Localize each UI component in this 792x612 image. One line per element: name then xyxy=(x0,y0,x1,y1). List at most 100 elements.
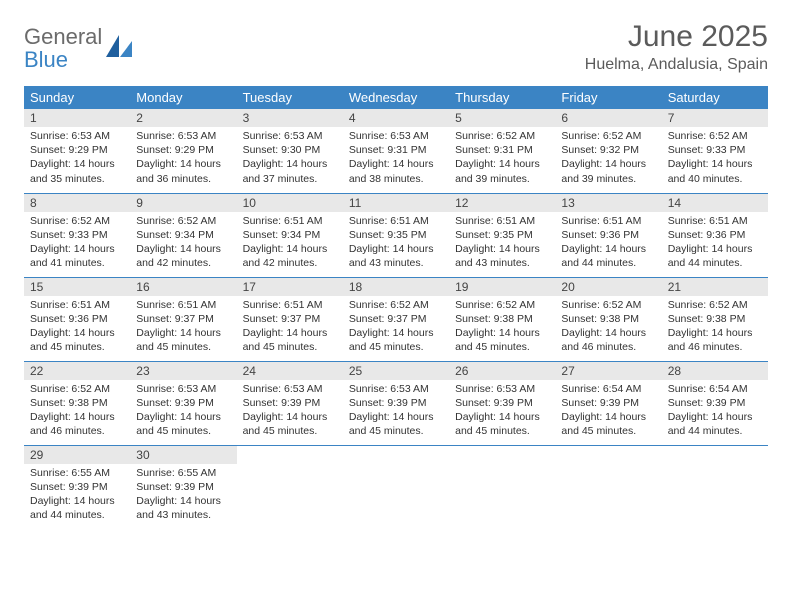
sunrise-line: Sunrise: 6:52 AM xyxy=(668,298,762,312)
calendar-cell xyxy=(555,445,661,529)
logo-text-block: General Blue xyxy=(24,26,102,72)
daylight-line: Daylight: 14 hours and 44 minutes. xyxy=(668,410,762,438)
weekday-header: Wednesday xyxy=(343,86,449,109)
calendar-body: 1Sunrise: 6:53 AMSunset: 9:29 PMDaylight… xyxy=(24,109,768,529)
day-details: Sunrise: 6:53 AMSunset: 9:39 PMDaylight:… xyxy=(343,380,449,445)
weekday-header: Thursday xyxy=(449,86,555,109)
sunrise-line: Sunrise: 6:51 AM xyxy=(561,214,655,228)
day-details: Sunrise: 6:51 AMSunset: 9:36 PMDaylight:… xyxy=(24,296,130,361)
calendar-cell: 5Sunrise: 6:52 AMSunset: 9:31 PMDaylight… xyxy=(449,109,555,193)
calendar-cell: 6Sunrise: 6:52 AMSunset: 9:32 PMDaylight… xyxy=(555,109,661,193)
sunset-line: Sunset: 9:33 PM xyxy=(668,143,762,157)
logo: General Blue xyxy=(24,20,132,72)
day-number: 6 xyxy=(555,109,661,127)
calendar-cell: 3Sunrise: 6:53 AMSunset: 9:30 PMDaylight… xyxy=(237,109,343,193)
day-number: 4 xyxy=(343,109,449,127)
calendar-cell: 11Sunrise: 6:51 AMSunset: 9:35 PMDayligh… xyxy=(343,193,449,277)
logo-sail-icon xyxy=(106,35,132,57)
sunrise-line: Sunrise: 6:52 AM xyxy=(455,129,549,143)
sunrise-line: Sunrise: 6:51 AM xyxy=(30,298,124,312)
day-details: Sunrise: 6:53 AMSunset: 9:30 PMDaylight:… xyxy=(237,127,343,192)
day-number: 11 xyxy=(343,194,449,212)
sunset-line: Sunset: 9:37 PM xyxy=(243,312,337,326)
calendar-cell: 16Sunrise: 6:51 AMSunset: 9:37 PMDayligh… xyxy=(130,277,236,361)
daylight-line: Daylight: 14 hours and 39 minutes. xyxy=(455,157,549,185)
daylight-line: Daylight: 14 hours and 45 minutes. xyxy=(30,326,124,354)
location: Huelma, Andalusia, Spain xyxy=(585,56,768,74)
day-details: Sunrise: 6:55 AMSunset: 9:39 PMDaylight:… xyxy=(24,464,130,529)
sunrise-line: Sunrise: 6:54 AM xyxy=(668,382,762,396)
daylight-line: Daylight: 14 hours and 46 minutes. xyxy=(668,326,762,354)
day-number: 16 xyxy=(130,278,236,296)
day-number: 15 xyxy=(24,278,130,296)
sunset-line: Sunset: 9:36 PM xyxy=(561,228,655,242)
day-number: 8 xyxy=(24,194,130,212)
sunrise-line: Sunrise: 6:52 AM xyxy=(561,129,655,143)
day-number: 25 xyxy=(343,362,449,380)
calendar-cell: 27Sunrise: 6:54 AMSunset: 9:39 PMDayligh… xyxy=(555,361,661,445)
calendar-cell xyxy=(343,445,449,529)
day-details: Sunrise: 6:52 AMSunset: 9:38 PMDaylight:… xyxy=(24,380,130,445)
sunset-line: Sunset: 9:32 PM xyxy=(561,143,655,157)
daylight-line: Daylight: 14 hours and 36 minutes. xyxy=(136,157,230,185)
day-number: 10 xyxy=(237,194,343,212)
daylight-line: Daylight: 14 hours and 43 minutes. xyxy=(349,242,443,270)
daylight-line: Daylight: 14 hours and 45 minutes. xyxy=(455,326,549,354)
day-details: Sunrise: 6:54 AMSunset: 9:39 PMDaylight:… xyxy=(662,380,768,445)
calendar-cell: 25Sunrise: 6:53 AMSunset: 9:39 PMDayligh… xyxy=(343,361,449,445)
sunset-line: Sunset: 9:34 PM xyxy=(243,228,337,242)
day-details: Sunrise: 6:52 AMSunset: 9:38 PMDaylight:… xyxy=(449,296,555,361)
day-number: 9 xyxy=(130,194,236,212)
daylight-line: Daylight: 14 hours and 43 minutes. xyxy=(136,494,230,522)
sunset-line: Sunset: 9:37 PM xyxy=(136,312,230,326)
calendar-cell: 1Sunrise: 6:53 AMSunset: 9:29 PMDaylight… xyxy=(24,109,130,193)
day-details: Sunrise: 6:52 AMSunset: 9:33 PMDaylight:… xyxy=(662,127,768,192)
weekday-header: Tuesday xyxy=(237,86,343,109)
daylight-line: Daylight: 14 hours and 42 minutes. xyxy=(136,242,230,270)
calendar-cell: 2Sunrise: 6:53 AMSunset: 9:29 PMDaylight… xyxy=(130,109,236,193)
calendar-cell: 10Sunrise: 6:51 AMSunset: 9:34 PMDayligh… xyxy=(237,193,343,277)
weekday-header: Monday xyxy=(130,86,236,109)
calendar-row: 1Sunrise: 6:53 AMSunset: 9:29 PMDaylight… xyxy=(24,109,768,193)
sunrise-line: Sunrise: 6:53 AM xyxy=(349,382,443,396)
sunrise-line: Sunrise: 6:51 AM xyxy=(136,298,230,312)
sunrise-line: Sunrise: 6:51 AM xyxy=(668,214,762,228)
daylight-line: Daylight: 14 hours and 38 minutes. xyxy=(349,157,443,185)
daylight-line: Daylight: 14 hours and 46 minutes. xyxy=(30,410,124,438)
sunset-line: Sunset: 9:38 PM xyxy=(30,396,124,410)
calendar-cell: 9Sunrise: 6:52 AMSunset: 9:34 PMDaylight… xyxy=(130,193,236,277)
sunrise-line: Sunrise: 6:51 AM xyxy=(455,214,549,228)
logo-text-general: General xyxy=(24,24,102,49)
day-details: Sunrise: 6:53 AMSunset: 9:39 PMDaylight:… xyxy=(130,380,236,445)
daylight-line: Daylight: 14 hours and 44 minutes. xyxy=(30,494,124,522)
day-details: Sunrise: 6:52 AMSunset: 9:37 PMDaylight:… xyxy=(343,296,449,361)
day-details: Sunrise: 6:51 AMSunset: 9:35 PMDaylight:… xyxy=(343,212,449,277)
daylight-line: Daylight: 14 hours and 45 minutes. xyxy=(349,410,443,438)
day-details: Sunrise: 6:54 AMSunset: 9:39 PMDaylight:… xyxy=(555,380,661,445)
calendar-cell xyxy=(662,445,768,529)
day-number: 26 xyxy=(449,362,555,380)
daylight-line: Daylight: 14 hours and 45 minutes. xyxy=(136,410,230,438)
sunset-line: Sunset: 9:37 PM xyxy=(349,312,443,326)
calendar-cell: 24Sunrise: 6:53 AMSunset: 9:39 PMDayligh… xyxy=(237,361,343,445)
calendar-cell: 8Sunrise: 6:52 AMSunset: 9:33 PMDaylight… xyxy=(24,193,130,277)
calendar-cell: 30Sunrise: 6:55 AMSunset: 9:39 PMDayligh… xyxy=(130,445,236,529)
sunset-line: Sunset: 9:34 PM xyxy=(136,228,230,242)
sunrise-line: Sunrise: 6:55 AM xyxy=(30,466,124,480)
daylight-line: Daylight: 14 hours and 46 minutes. xyxy=(561,326,655,354)
month-title: June 2025 xyxy=(585,20,768,54)
sunrise-line: Sunrise: 6:52 AM xyxy=(349,298,443,312)
daylight-line: Daylight: 14 hours and 45 minutes. xyxy=(455,410,549,438)
calendar-cell: 18Sunrise: 6:52 AMSunset: 9:37 PMDayligh… xyxy=(343,277,449,361)
calendar-cell: 22Sunrise: 6:52 AMSunset: 9:38 PMDayligh… xyxy=(24,361,130,445)
calendar-cell: 23Sunrise: 6:53 AMSunset: 9:39 PMDayligh… xyxy=(130,361,236,445)
day-number: 23 xyxy=(130,362,236,380)
day-details: Sunrise: 6:53 AMSunset: 9:39 PMDaylight:… xyxy=(237,380,343,445)
daylight-line: Daylight: 14 hours and 43 minutes. xyxy=(455,242,549,270)
day-number: 28 xyxy=(662,362,768,380)
sunrise-line: Sunrise: 6:51 AM xyxy=(349,214,443,228)
calendar-cell: 20Sunrise: 6:52 AMSunset: 9:38 PMDayligh… xyxy=(555,277,661,361)
sunset-line: Sunset: 9:38 PM xyxy=(455,312,549,326)
day-details: Sunrise: 6:53 AMSunset: 9:39 PMDaylight:… xyxy=(449,380,555,445)
sunset-line: Sunset: 9:38 PM xyxy=(668,312,762,326)
